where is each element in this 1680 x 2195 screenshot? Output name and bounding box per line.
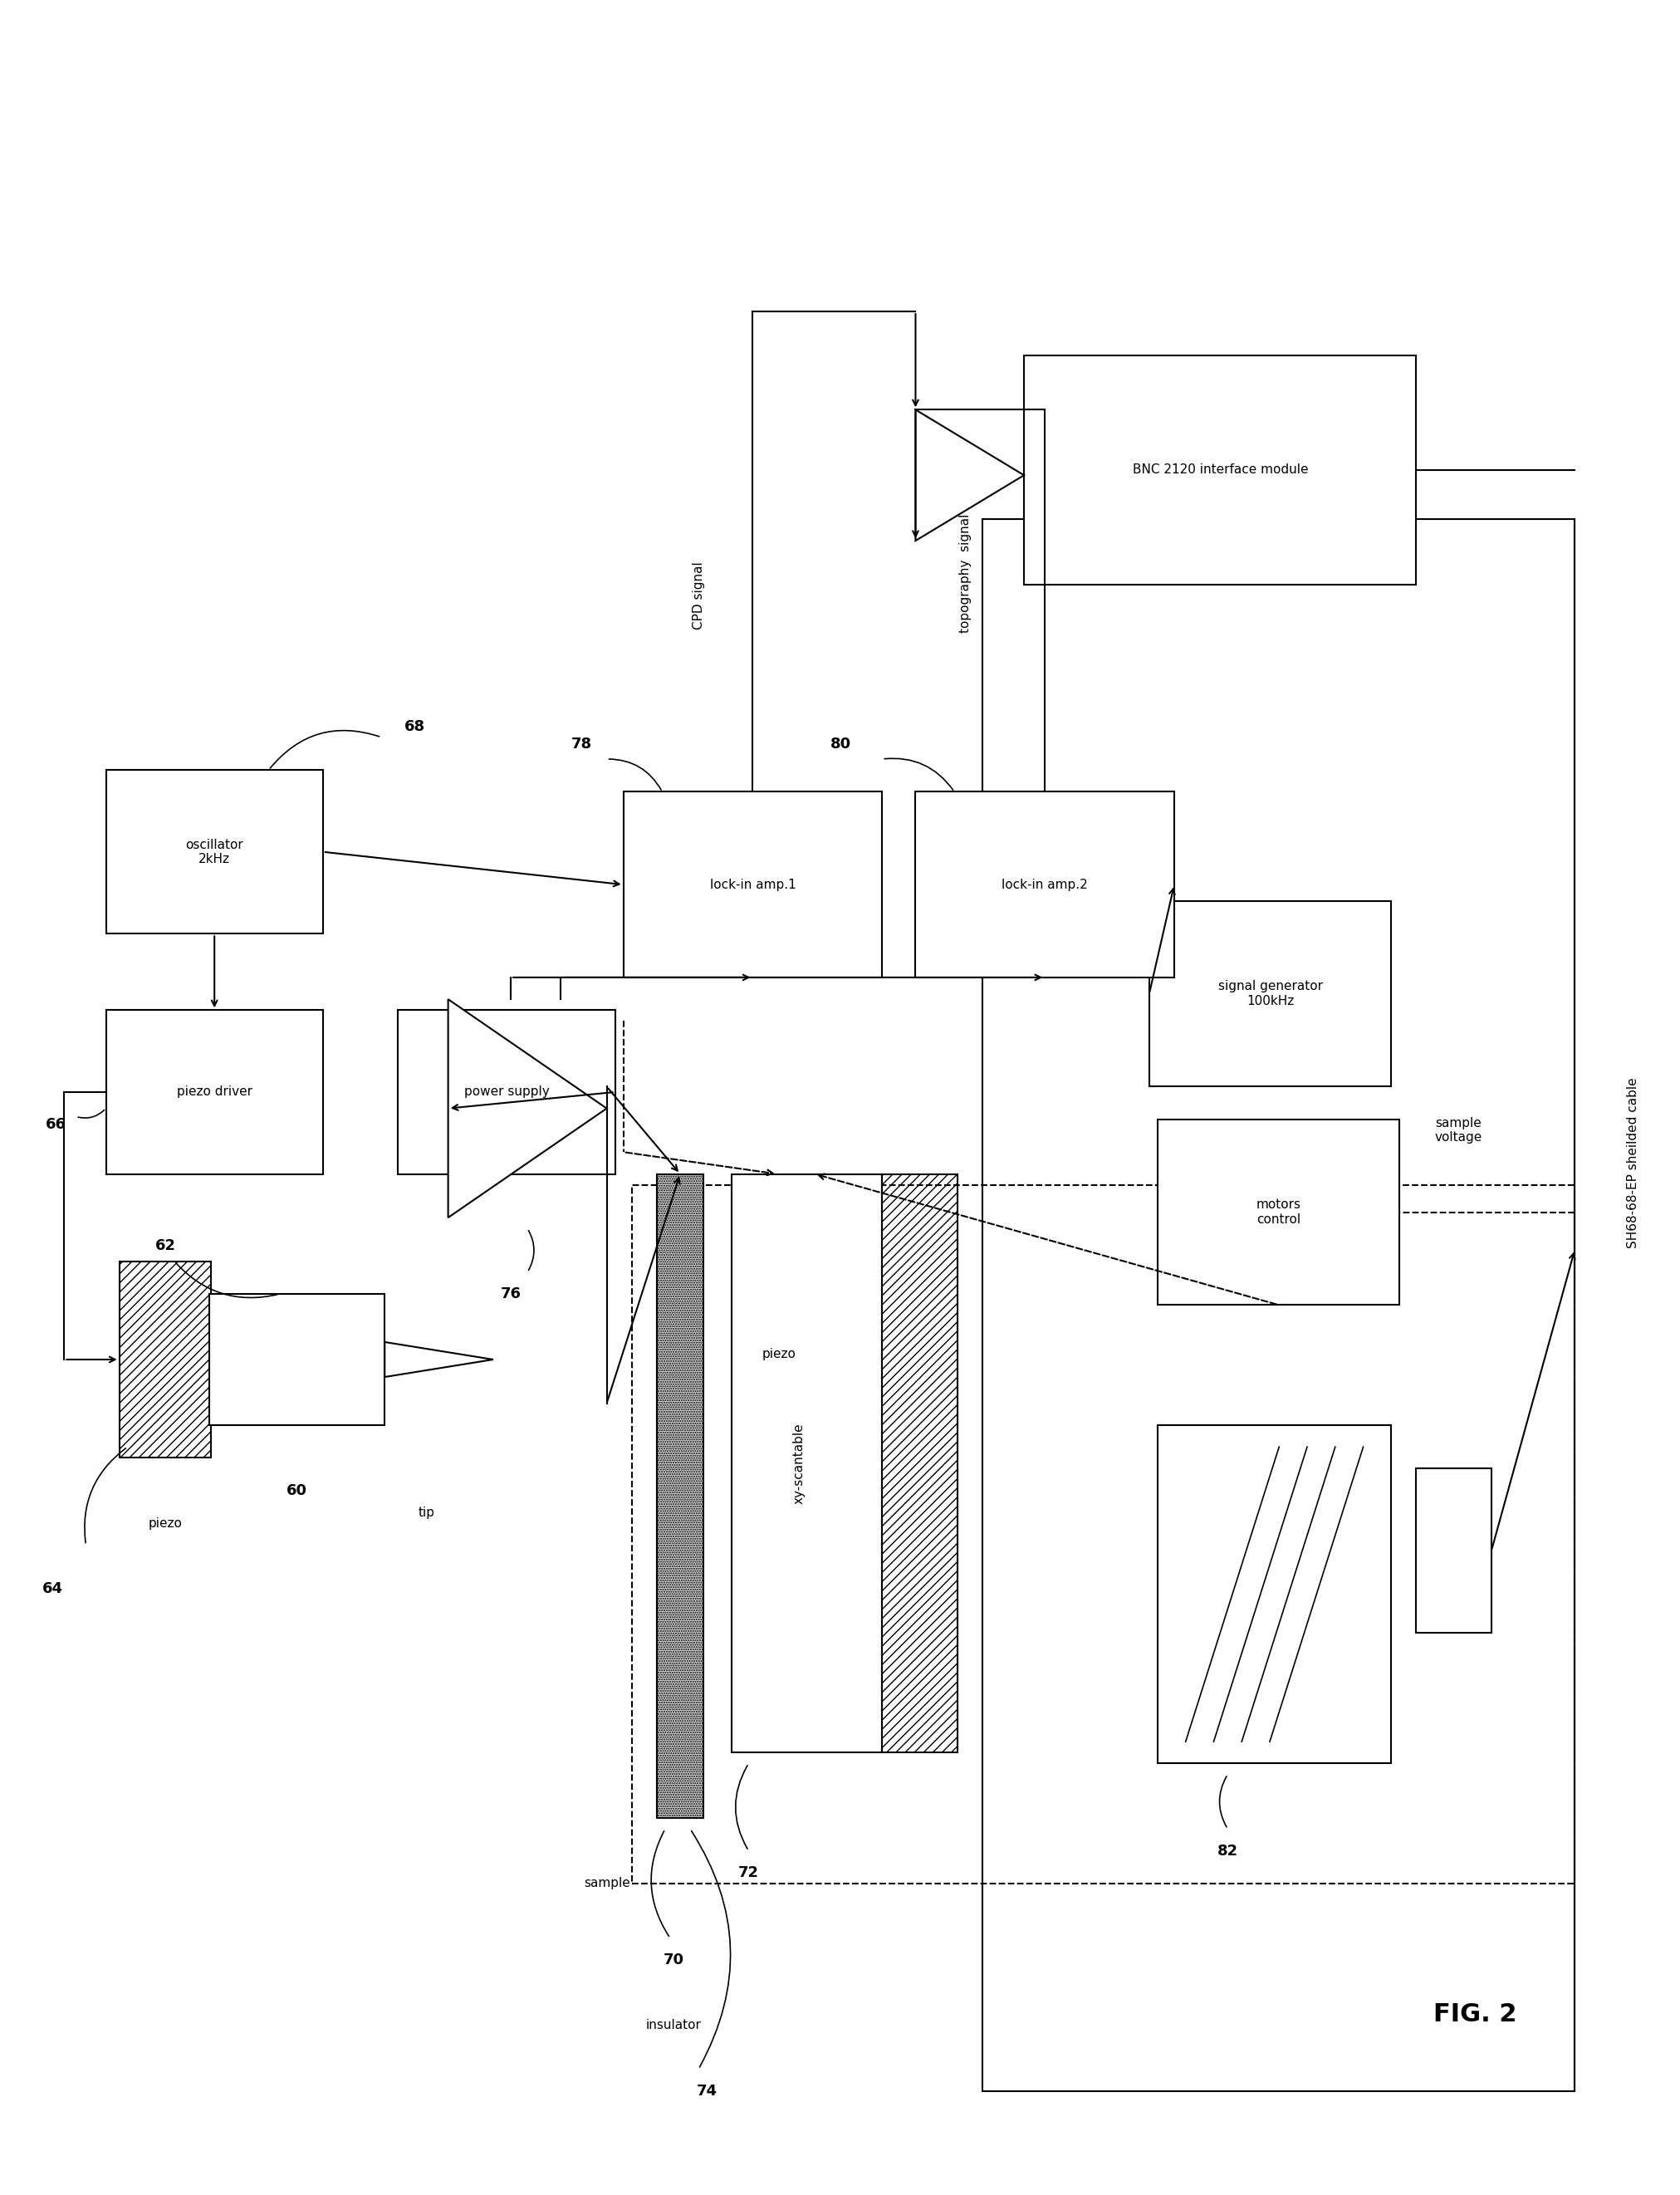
Text: 66: 66 [45,1117,66,1133]
Text: 70: 70 [664,1954,684,1967]
Text: 78: 78 [571,735,591,751]
Text: piezo: piezo [148,1517,181,1530]
Text: tip: tip [418,1506,435,1519]
Text: 60: 60 [287,1484,307,1497]
FancyBboxPatch shape [1023,356,1416,584]
Text: 76: 76 [501,1286,521,1302]
FancyBboxPatch shape [398,1010,615,1174]
Text: sample: sample [583,1877,630,1890]
Text: 72: 72 [738,1866,759,1881]
Polygon shape [385,1341,492,1376]
FancyBboxPatch shape [210,1295,385,1425]
FancyBboxPatch shape [1416,1468,1490,1633]
FancyBboxPatch shape [106,770,323,933]
FancyBboxPatch shape [1158,1425,1391,1763]
Text: SH68-68-EP sheilded cable: SH68-68-EP sheilded cable [1626,1078,1638,1249]
Text: 68: 68 [405,718,425,733]
Text: oscillator
2kHz: oscillator 2kHz [185,838,244,865]
FancyBboxPatch shape [1158,1119,1399,1306]
Text: BNC 2120 interface module: BNC 2120 interface module [1132,463,1307,476]
Text: piezo: piezo [761,1348,795,1361]
Text: FIG. 2: FIG. 2 [1433,2002,1515,2026]
FancyBboxPatch shape [657,1174,704,1817]
Text: 62: 62 [155,1238,175,1253]
Text: 80: 80 [830,735,850,751]
FancyBboxPatch shape [623,792,882,977]
Polygon shape [449,999,606,1218]
Text: topography  signal: topography signal [959,514,971,632]
Text: sample
voltage: sample voltage [1433,1117,1482,1144]
Text: insulator: insulator [645,2019,701,2033]
Text: xy-scantable: xy-scantable [791,1422,805,1504]
Polygon shape [916,410,1023,540]
Text: CPD signal: CPD signal [692,562,704,630]
Text: signal generator
100kHz: signal generator 100kHz [1218,981,1322,1008]
FancyBboxPatch shape [1149,900,1391,1087]
FancyBboxPatch shape [731,1174,882,1752]
Text: lock-in amp.1: lock-in amp.1 [709,878,795,891]
Text: 82: 82 [1216,1844,1238,1859]
Text: lock-in amp.2: lock-in amp.2 [1001,878,1087,891]
FancyBboxPatch shape [106,1010,323,1174]
Text: motors
control: motors control [1255,1198,1300,1225]
Text: 64: 64 [42,1580,62,1596]
Text: piezo driver: piezo driver [176,1087,252,1098]
Text: power supply: power supply [464,1087,549,1098]
Text: 74: 74 [696,2083,717,2098]
FancyBboxPatch shape [916,792,1174,977]
